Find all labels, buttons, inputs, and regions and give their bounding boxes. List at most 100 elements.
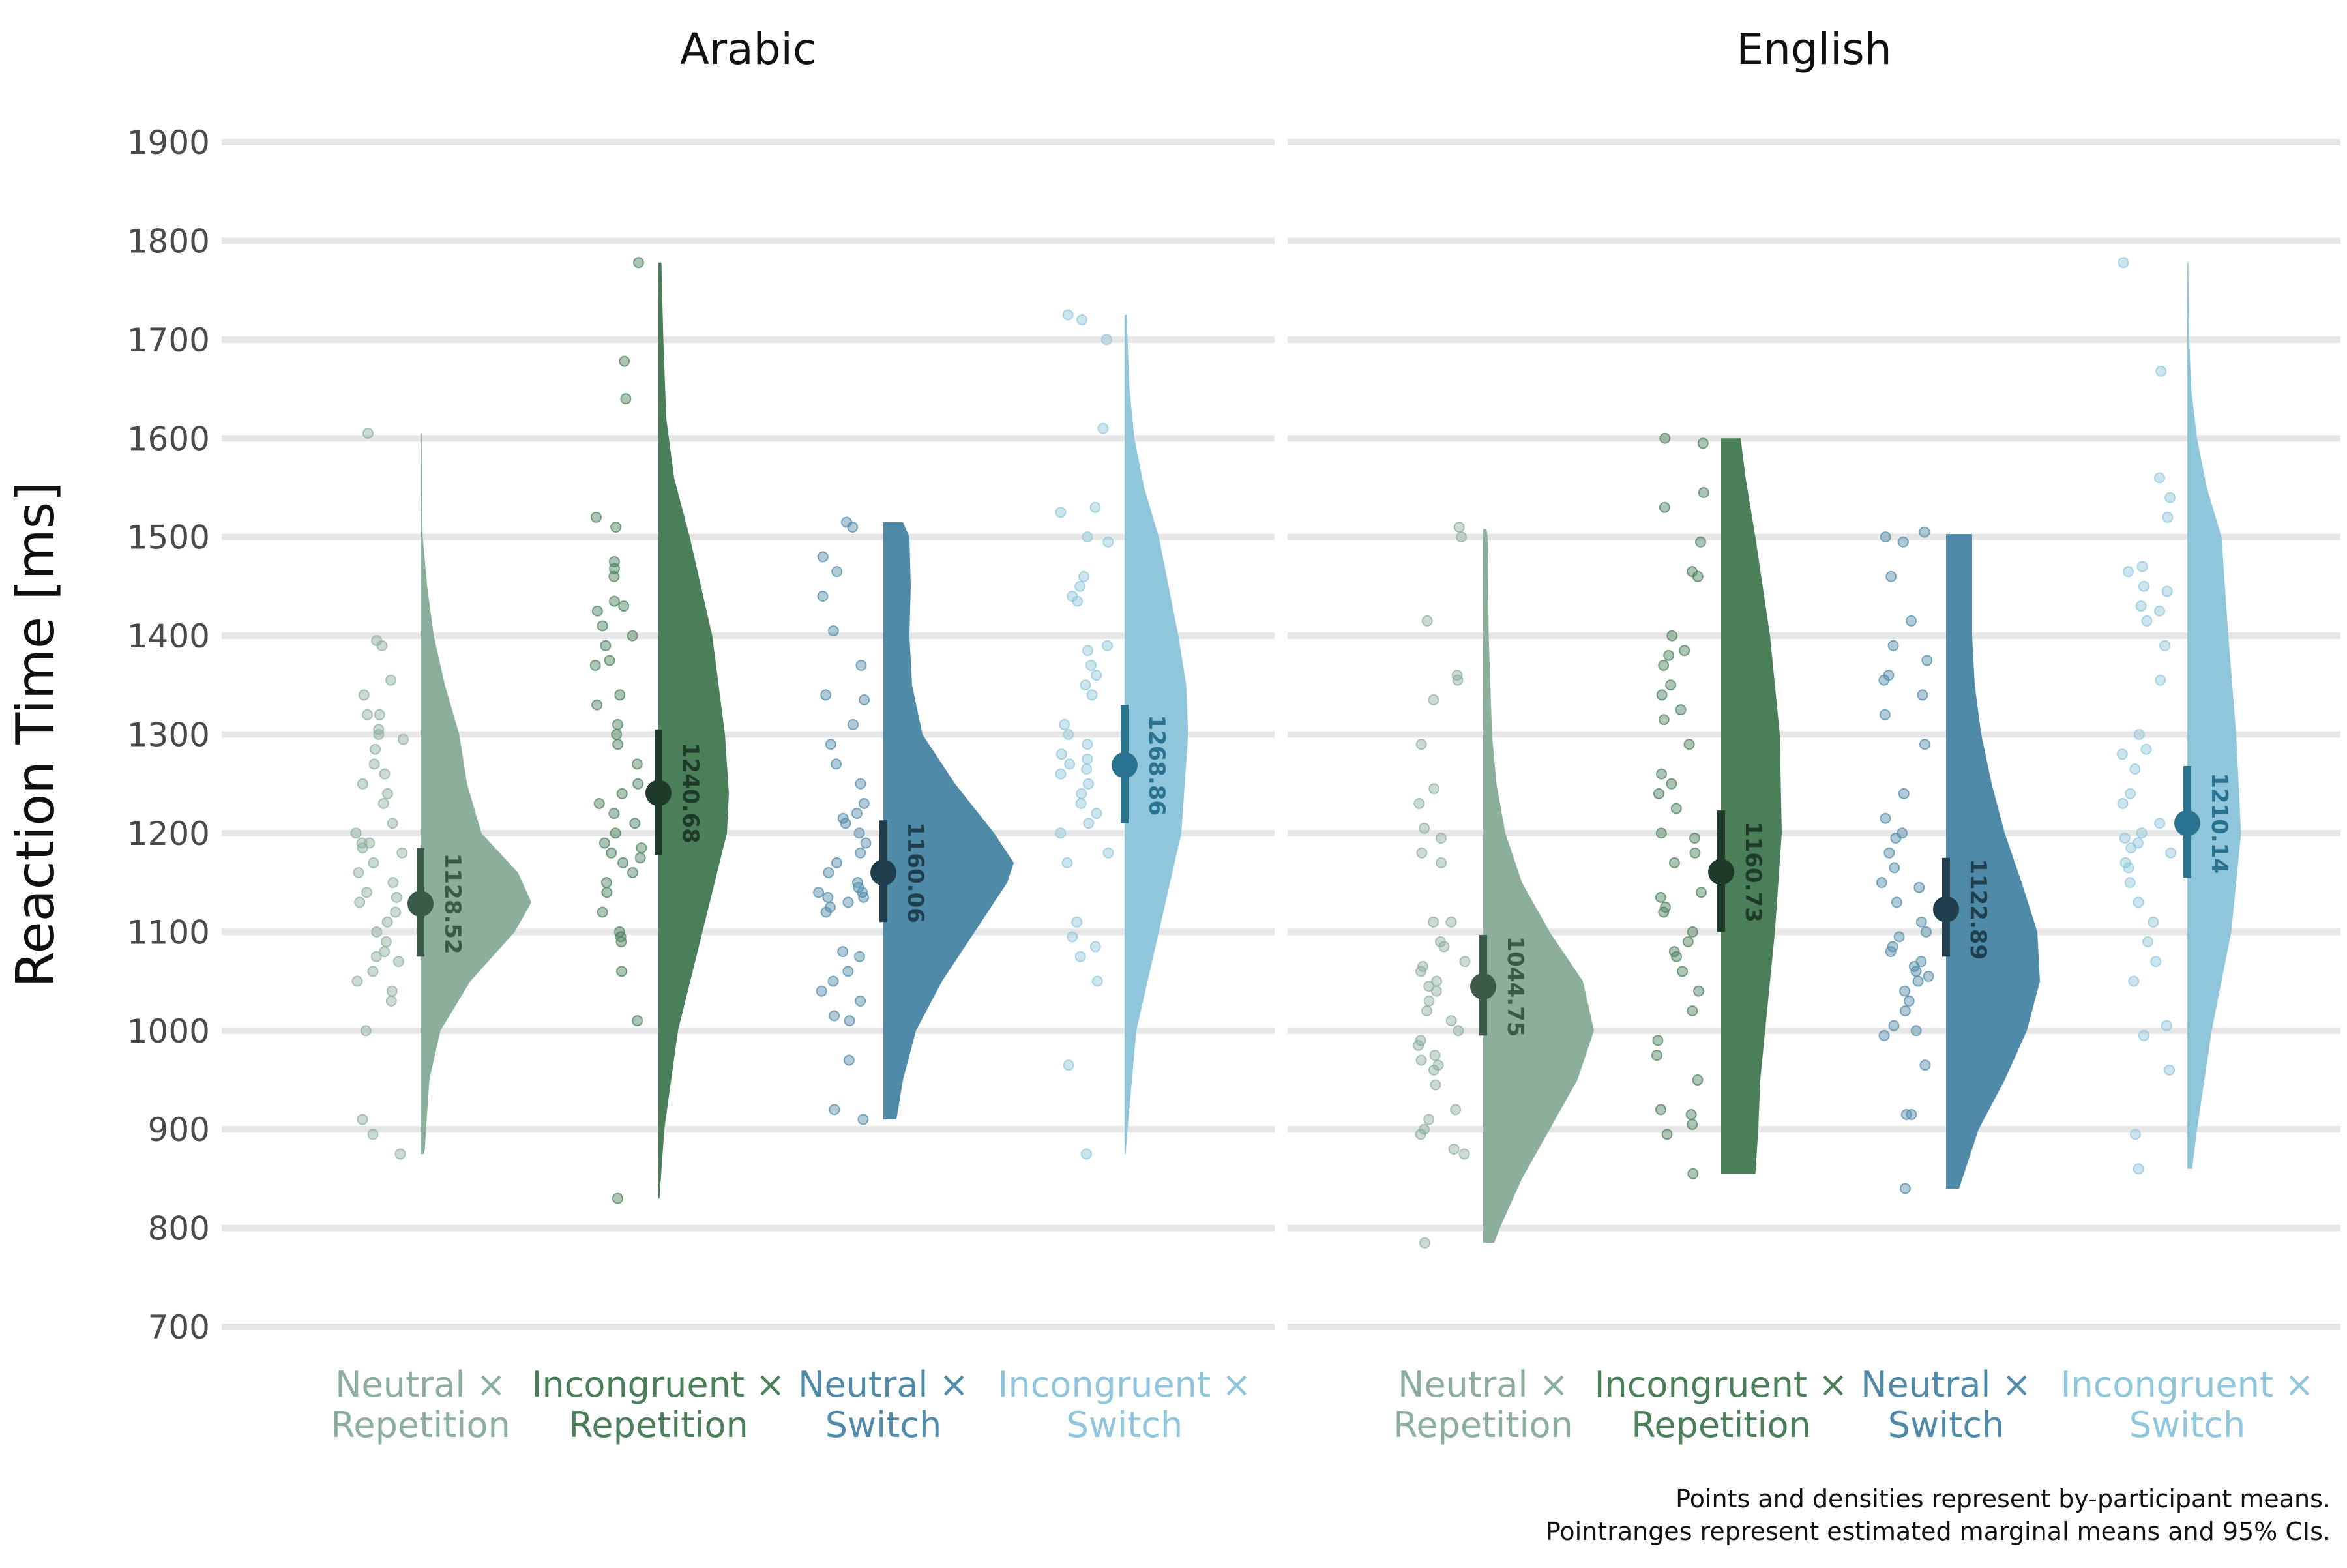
data-point-0-1 [618,600,630,612]
data-point-1-3 [2133,1163,2144,1175]
data-point-1-2 [1913,881,1925,893]
data-point-0-2 [853,827,865,839]
data-point-1-2 [1903,995,1915,1007]
data-point-0-2 [855,847,866,859]
mean-label-1-3: 1210.14 [2206,773,2232,874]
data-point-0-3 [1072,595,1084,607]
data-point-0-2 [842,896,854,908]
x-category-label-1-2: Switch [1888,1404,2005,1445]
data-point-0-2 [825,739,836,750]
mean-point-0-0 [407,891,434,917]
data-point-0-3 [1100,334,1112,346]
data-point-0-0 [394,1148,406,1160]
data-point-0-2 [859,694,870,706]
data-point-0-1 [612,1192,623,1204]
data-point-0-1 [598,837,610,849]
data-point-0-0 [398,733,409,745]
data-point-0-0 [381,916,393,928]
data-point-0-2 [858,891,870,903]
data-point-0-2 [820,906,832,918]
data-point-0-0 [381,788,393,799]
data-point-0-3 [1063,1059,1074,1071]
data-point-0-1 [591,699,603,711]
data-point-0-2 [831,758,842,770]
data-point-1-3 [2124,877,2136,889]
data-point-1-2 [1906,615,1917,627]
data-point-1-0 [1429,1050,1441,1061]
y-tick-label: 1700 [127,321,210,359]
data-point-1-1 [1689,847,1701,859]
data-point-1-3 [2129,1129,2141,1140]
data-point-0-3 [1080,679,1091,691]
data-point-1-0 [1459,956,1471,968]
data-point-1-3 [2125,788,2136,799]
data-point-1-2 [1880,812,1891,824]
data-point-1-1 [1675,704,1687,716]
data-point-1-0 [1452,674,1464,686]
data-point-1-1 [1655,891,1666,903]
data-point-1-3 [2117,797,2129,809]
data-point-1-0 [1415,966,1427,977]
data-point-1-1 [1659,501,1670,513]
data-point-0-2 [837,946,849,958]
data-point-0-1 [608,808,620,820]
data-point-0-0 [368,857,379,868]
data-point-0-0 [373,729,385,740]
data-point-1-2 [1880,531,1891,543]
data-point-0-3 [1085,660,1097,672]
data-point-1-1 [1687,1119,1698,1131]
data-point-1-2 [1912,975,1924,987]
x-category-label-1-2: Neutral × [1861,1364,2031,1405]
data-point-0-3 [1074,951,1086,962]
data-point-1-2 [1919,739,1931,750]
data-point-0-1 [631,758,643,770]
data-point-0-0 [354,896,366,908]
panel-title-english: English [1736,24,1891,74]
y-tick-label: 1300 [127,717,210,754]
data-point-1-1 [1661,1129,1673,1140]
y-tick-label: 1200 [127,815,210,853]
data-point-1-3 [2142,936,2153,947]
data-point-1-2 [1898,788,1910,799]
data-point-1-1 [1695,536,1707,548]
data-point-1-3 [2138,580,2149,592]
data-point-0-3 [1082,645,1093,657]
data-point-0-2 [851,808,863,820]
data-point-0-3 [1086,689,1098,701]
data-point-1-3 [2125,842,2137,854]
data-point-0-0 [379,946,391,958]
data-point-1-1 [1666,778,1677,790]
data-point-1-3 [2140,743,2152,755]
data-point-1-2 [1885,946,1897,958]
data-point-1-0 [1453,1025,1464,1037]
data-point-0-3 [1076,314,1088,326]
data-point-1-3 [2148,916,2159,928]
data-point-1-3 [2150,956,2162,968]
data-point-0-1 [600,640,612,651]
data-point-1-1 [1677,966,1689,977]
data-point-1-0 [1423,1114,1435,1125]
data-point-1-1 [1655,827,1667,839]
data-point-1-2 [1917,689,1928,701]
data-point-0-1 [615,936,627,947]
data-point-1-0 [1428,783,1440,795]
data-point-0-1 [616,966,628,977]
data-point-1-1 [1655,1104,1666,1116]
data-point-1-2 [1899,1005,1911,1016]
data-point-0-0 [377,797,389,809]
data-point-1-0 [1419,1237,1430,1249]
data-point-0-0 [358,689,370,701]
data-point-0-0 [357,842,368,854]
data-point-1-1 [1670,803,1682,814]
density-0-1 [658,262,729,1199]
data-point-0-1 [597,620,608,632]
data-point-0-0 [390,906,402,918]
mean-point-0-3 [1112,752,1138,778]
x-category-label-1-1: Incongruent × [1595,1364,1848,1405]
data-point-0-0 [396,847,408,859]
data-point-0-2 [820,689,832,701]
data-point-1-3 [2129,763,2141,775]
data-point-1-1 [1658,660,1670,672]
data-point-0-0 [361,887,373,898]
